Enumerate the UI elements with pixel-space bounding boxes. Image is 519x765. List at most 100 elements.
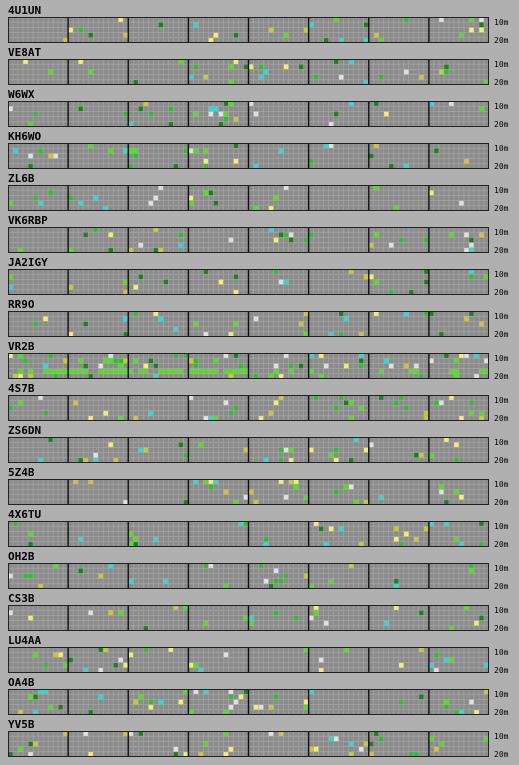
signal-spot <box>258 415 264 421</box>
signal-spot <box>308 158 314 164</box>
signal-spot <box>423 415 429 421</box>
signal-spot <box>33 111 39 117</box>
signal-spot <box>333 59 339 65</box>
signal-spot <box>118 368 124 374</box>
signal-spot <box>18 353 24 359</box>
signal-spot <box>323 620 329 626</box>
signal-spot <box>273 610 279 616</box>
signal-spot <box>153 195 159 201</box>
signal-spot <box>63 358 69 364</box>
signal-spot <box>208 484 214 490</box>
band-label-10m: 10m <box>494 186 509 195</box>
station-callsign: KH6WO <box>8 130 42 143</box>
signal-spot <box>253 704 259 710</box>
signal-spot <box>473 353 479 359</box>
signal-spot <box>108 247 114 253</box>
signal-spot <box>273 400 279 406</box>
signal-spot <box>453 373 459 379</box>
signal-spot <box>333 489 339 495</box>
station-row: KH6WO 10m 20m <box>0 131 519 173</box>
propagation-grid <box>8 689 489 715</box>
signal-spot <box>198 442 204 448</box>
signal-spot <box>353 437 359 443</box>
signal-spot <box>188 358 194 364</box>
signal-spot <box>8 353 14 359</box>
signal-spot <box>358 331 364 337</box>
signal-spot <box>463 232 469 238</box>
station-row: YV5B 10m 20m <box>0 719 519 761</box>
signal-spot <box>313 610 319 616</box>
signal-spot <box>113 368 119 374</box>
signal-spot <box>388 242 394 248</box>
signal-spot <box>188 200 194 206</box>
signal-spot <box>73 368 79 374</box>
signal-spot <box>433 148 439 154</box>
signal-spot <box>173 353 179 359</box>
signal-spot <box>273 363 279 369</box>
station-callsign: 5Z4B <box>8 466 35 479</box>
signal-spot <box>183 148 189 154</box>
band-label-10m: 10m <box>494 270 509 279</box>
grid-border <box>8 521 489 547</box>
grid-border <box>8 437 489 463</box>
signal-spot <box>348 457 354 463</box>
signal-spot <box>63 368 69 374</box>
signal-spot <box>458 494 464 500</box>
signal-spot <box>308 368 314 374</box>
signal-spot <box>468 274 474 280</box>
signal-spot <box>268 731 274 737</box>
signal-spot <box>313 605 319 611</box>
signal-spot <box>398 395 404 401</box>
signal-spot <box>278 479 284 485</box>
grid-svg <box>8 101 489 127</box>
band-label-10m: 10m <box>494 690 509 699</box>
signal-spot <box>223 116 229 122</box>
signal-spot <box>268 410 274 416</box>
signal-spot <box>478 27 484 33</box>
signal-spot <box>223 111 229 117</box>
station-row: ZL6B 10m 20m <box>0 173 519 215</box>
signal-spot <box>123 731 129 737</box>
signal-spot <box>428 736 434 742</box>
signal-spot <box>463 158 469 164</box>
signal-spot <box>128 163 134 169</box>
signal-spot <box>203 479 209 485</box>
signal-spot <box>428 662 434 668</box>
signal-spot <box>348 400 354 406</box>
station-row: 4S7B 10m 20m <box>0 383 519 425</box>
signal-spot <box>133 284 139 290</box>
signal-spot <box>163 279 169 285</box>
signal-spot <box>33 195 39 201</box>
signal-spot <box>208 368 214 374</box>
station-callsign: YV5B <box>8 718 35 731</box>
signal-spot <box>113 358 119 364</box>
signal-spot <box>88 610 94 616</box>
signal-spot <box>183 751 189 757</box>
signal-spot <box>253 316 259 322</box>
signal-spot <box>98 368 104 374</box>
signal-spot <box>143 363 149 369</box>
signal-spot <box>83 731 89 737</box>
signal-spot <box>133 79 139 85</box>
signal-spot <box>383 111 389 117</box>
signal-spot <box>468 269 474 275</box>
signal-spot <box>38 689 44 695</box>
signal-spot <box>128 531 134 537</box>
signal-spot <box>88 415 94 421</box>
signal-spot <box>233 499 239 505</box>
signal-spot <box>328 736 334 742</box>
signal-spot <box>83 321 89 327</box>
signal-spot <box>283 353 289 359</box>
station-callsign: ZL6B <box>8 172 35 185</box>
signal-spot <box>183 689 189 695</box>
signal-spot <box>448 395 454 401</box>
signal-spot <box>243 615 249 621</box>
signal-spot <box>188 368 194 374</box>
signal-spot <box>453 358 459 364</box>
signal-spot <box>203 163 209 169</box>
signal-spot <box>13 148 19 154</box>
propagation-grid <box>8 647 489 673</box>
signal-spot <box>463 247 469 253</box>
signal-spot <box>8 200 14 206</box>
signal-spot <box>193 64 199 70</box>
